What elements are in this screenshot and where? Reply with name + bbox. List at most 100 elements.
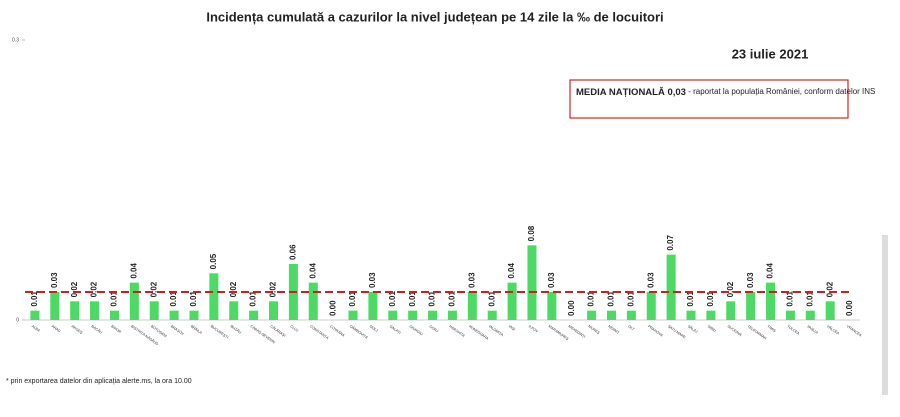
x-tick-label: TULCEA	[786, 324, 800, 336]
bar	[666, 254, 676, 320]
y-tick-label: 0	[16, 317, 19, 323]
bar	[805, 310, 815, 320]
bar	[308, 282, 318, 320]
x-tick-label: CLUJ	[289, 324, 299, 333]
bar	[547, 292, 557, 320]
bar	[825, 301, 835, 320]
bar	[587, 310, 597, 320]
bar	[467, 292, 477, 320]
bar	[90, 301, 100, 320]
bar	[109, 310, 119, 320]
value-label: 0.02	[825, 281, 834, 297]
annotation-bold: MEDIA NAȚIONALĂ 0,03	[576, 87, 686, 98]
value-label: 0.01	[805, 291, 814, 307]
bar	[487, 310, 497, 320]
value-label: 0.02	[70, 281, 79, 297]
value-label: 0.03	[50, 272, 59, 288]
x-tick-label: IAȘI	[508, 324, 516, 331]
y-tick-label: 0.3	[12, 37, 19, 43]
chart-title: Incidența cumulată a cazurilor la nivel …	[206, 9, 663, 24]
bar	[686, 310, 696, 320]
x-tick-label: ARGEȘ	[71, 324, 84, 335]
value-label: 0.01	[686, 291, 695, 307]
value-label: 0.02	[726, 281, 735, 297]
bar	[169, 310, 179, 320]
x-tick-label: BUZĂU	[230, 324, 243, 334]
value-label: 0.01	[626, 291, 635, 307]
bar	[189, 310, 199, 320]
x-tick-label: NEAMȚ	[607, 324, 620, 335]
x-tick-label: ALBA	[31, 324, 41, 333]
x-tick-label: BACĂU	[90, 324, 103, 335]
bar	[726, 301, 736, 320]
bar	[746, 292, 756, 320]
value-label: 0.01	[169, 291, 178, 307]
bar	[50, 292, 60, 320]
bar	[229, 301, 239, 320]
x-tick-label: BRĂILA	[190, 324, 203, 335]
value-label: 0.01	[388, 291, 397, 307]
value-label: 0.01	[487, 291, 496, 307]
value-label: 0.05	[209, 253, 218, 269]
value-label: 0.03	[368, 272, 377, 288]
x-tick-label: GALAȚI	[389, 324, 402, 335]
bar	[70, 301, 80, 320]
value-label: 0.03	[746, 272, 755, 288]
value-label: 0.03	[547, 272, 556, 288]
value-label: 0.01	[428, 291, 437, 307]
value-label: 0.04	[129, 263, 138, 279]
value-label: 0.01	[706, 291, 715, 307]
value-label: 0.03	[646, 272, 655, 288]
annotation-text: - raportat la populația României, confor…	[686, 87, 875, 96]
bar	[368, 292, 378, 320]
x-tick-label: VÂLCEA	[826, 324, 840, 336]
x-tick-label: VASLUI	[806, 324, 819, 334]
value-label: 0.01	[189, 291, 198, 307]
bar	[269, 301, 279, 320]
bar	[527, 245, 537, 320]
bar	[388, 310, 398, 320]
annotation: MEDIA NAȚIONALĂ 0,03 - raportat la popul…	[576, 87, 875, 98]
value-label: 0.01	[249, 291, 258, 307]
value-label: 0.01	[348, 291, 357, 307]
bar	[785, 310, 795, 320]
x-tick-label: ILFOV	[528, 324, 539, 334]
value-label: 0.08	[527, 225, 536, 241]
value-label: 0.02	[229, 281, 238, 297]
x-tick-label: GORJ	[428, 324, 439, 333]
annotation-box	[569, 79, 849, 119]
date: 23 iulie 2021	[732, 46, 809, 61]
x-tick-label: ARAD	[51, 324, 62, 333]
value-label: 0.00	[567, 300, 576, 316]
x-tick-label: MUREȘ	[587, 324, 600, 335]
value-label: 0.06	[289, 244, 298, 260]
bar	[149, 301, 159, 320]
value-label: 0.00	[328, 300, 337, 316]
value-label: 0.04	[308, 263, 317, 279]
bar	[30, 310, 40, 320]
value-label: 0.01	[448, 291, 457, 307]
value-label: 0.00	[845, 300, 854, 316]
value-label: 0.02	[149, 281, 158, 297]
value-label: 0.03	[467, 272, 476, 288]
value-label: 0.01	[408, 291, 417, 307]
value-label: 0.02	[269, 281, 278, 297]
bar	[646, 292, 656, 320]
value-label: 0.02	[90, 281, 99, 297]
x-tick-label: BIHOR	[110, 324, 122, 334]
bar	[626, 310, 636, 320]
bar	[209, 273, 219, 320]
value-label: 0.01	[786, 291, 795, 307]
x-tick-label: SIBIU	[707, 324, 717, 333]
bar	[249, 310, 259, 320]
value-label: 0.01	[587, 291, 596, 307]
bar	[706, 310, 716, 320]
value-label: 0.01	[607, 291, 616, 307]
x-tick-label: TIMIȘ	[766, 324, 777, 333]
bar	[428, 310, 438, 320]
value-label: 0.01	[110, 291, 119, 307]
bar	[408, 310, 418, 320]
